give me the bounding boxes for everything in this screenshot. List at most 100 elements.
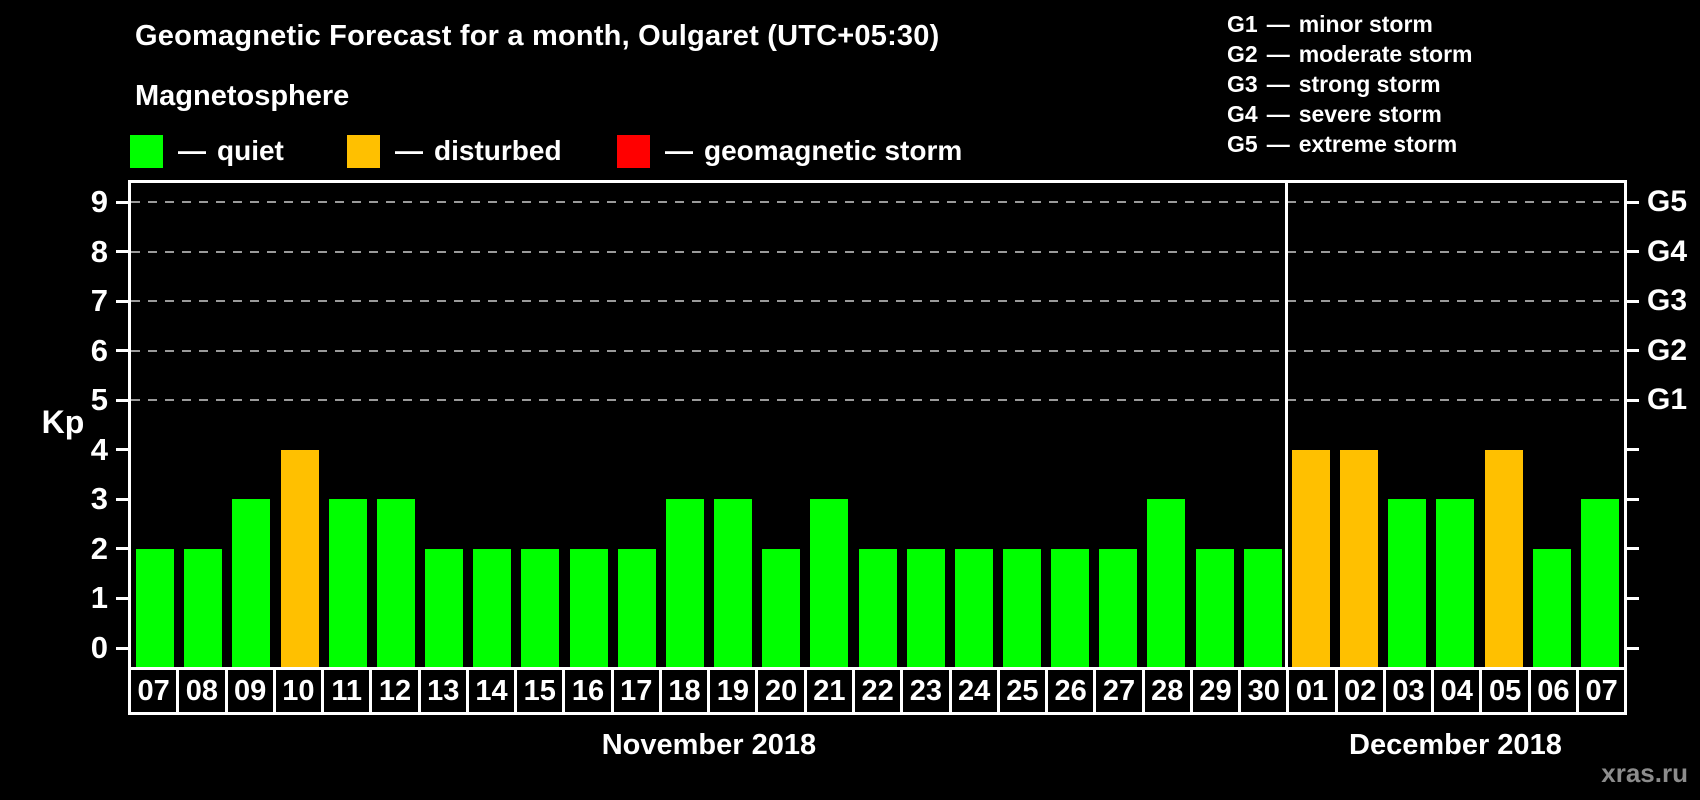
legend-dash: — [665, 135, 693, 166]
day-label-29: 29 [1189, 670, 1238, 712]
kp-bar-day-18 [665, 499, 704, 667]
storm-scale-line-g3: G3— strong storm [1227, 71, 1441, 97]
y-tick-label: 9 [90, 184, 108, 220]
day-label-13: 13 [417, 670, 466, 712]
legend-label-disturbed: disturbed [434, 135, 562, 166]
kp-bar-day-02 [1340, 449, 1379, 667]
day-label-24: 24 [948, 670, 997, 712]
y-tick-label: 2 [90, 530, 108, 566]
legend-label-storm: geomagnetic storm [704, 135, 963, 166]
day-label-23: 23 [900, 670, 948, 712]
y-tick-label: 7 [90, 283, 108, 319]
gridline-kp-7 [131, 300, 1624, 303]
kp-bar-day-14 [473, 548, 512, 667]
legend-label-quiet: quiet [217, 135, 284, 166]
g-axis-tick [1627, 497, 1639, 501]
kp-bar-day-01 [1291, 449, 1330, 667]
legend-title: Magnetosphere [135, 80, 350, 112]
kp-bar-day-19 [714, 499, 753, 667]
kp-bar-day-06 [1532, 548, 1571, 667]
y-tick-label: 8 [90, 233, 108, 269]
gridline-kp-9 [131, 201, 1624, 204]
g-axis-tick [1627, 596, 1639, 600]
kp-bar-day-21 [810, 499, 849, 667]
kp-bar-day-04 [1436, 499, 1475, 667]
day-label-18: 18 [658, 670, 707, 712]
kp-bar-day-23 [906, 548, 945, 667]
day-label-16: 16 [562, 670, 610, 712]
g-axis-tick [1627, 299, 1639, 303]
y-axis-tick [116, 646, 128, 650]
day-label-25: 25 [996, 670, 1045, 712]
kp-bar-day-03 [1388, 499, 1427, 667]
day-label-05: 05 [1479, 670, 1527, 712]
kp-bar-day-20 [762, 548, 801, 667]
y-axis-tick [116, 299, 128, 303]
day-label-20: 20 [755, 670, 803, 712]
day-label-19: 19 [707, 670, 755, 712]
day-label-22: 22 [851, 670, 900, 712]
y-tick-label: 6 [90, 332, 108, 368]
day-label-06: 06 [1527, 670, 1576, 712]
kp-bar-day-27 [1099, 548, 1138, 667]
day-label-26: 26 [1045, 670, 1093, 712]
y-tick-label: 1 [90, 580, 108, 616]
gridline-kp-6 [131, 349, 1624, 352]
legend-item-quiet: — quiet [130, 133, 284, 169]
kp-bar-day-26 [1051, 548, 1090, 667]
day-label-04: 04 [1431, 670, 1479, 712]
kp-bar-day-07 [1580, 499, 1619, 667]
watermark: xras.ru [1601, 758, 1688, 788]
day-label-15: 15 [514, 670, 562, 712]
kp-bar-day-30 [1243, 548, 1282, 667]
kp-bar-day-17 [617, 548, 656, 667]
kp-bar-day-11 [328, 499, 367, 667]
kp-bar-day-16 [569, 548, 608, 667]
kp-bar-day-05 [1484, 449, 1523, 667]
y-axis-tick [116, 349, 128, 353]
legend-item-disturbed: — disturbed [347, 133, 562, 169]
kp-bar-day-22 [858, 548, 897, 667]
y-tick-label: 4 [90, 431, 108, 467]
y-axis-tick [116, 398, 128, 402]
g-axis-tick [1627, 448, 1639, 452]
day-label-03: 03 [1382, 670, 1431, 712]
y-axis-tick [116, 497, 128, 501]
storm-scale-line-g4: G4— severe storm [1227, 101, 1442, 127]
y-tick-label: 0 [90, 630, 108, 665]
gridline-kp-5 [131, 399, 1624, 402]
day-label-28: 28 [1141, 670, 1190, 712]
kp-bar-day-07 [136, 548, 175, 667]
day-label-14: 14 [465, 670, 514, 712]
day-label-27: 27 [1093, 670, 1141, 712]
kp-bar-day-13 [425, 548, 464, 667]
legend-dash: — [178, 135, 206, 166]
g-axis-tick [1627, 200, 1639, 204]
storm-scale-line-g1: G1— minor storm [1227, 11, 1433, 37]
kp-bar-day-28 [1147, 499, 1186, 667]
kp-bar-day-24 [954, 548, 993, 667]
disturbed-swatch [347, 134, 380, 168]
month-label: November 2018 [601, 729, 817, 761]
g-axis-tick [1627, 349, 1639, 353]
g-scale-label-g4: G4 [1647, 234, 1688, 268]
kp-bar-day-25 [1002, 548, 1041, 667]
day-label-09: 09 [224, 670, 273, 712]
storm-scale-line-g2: G2— moderate storm [1227, 41, 1473, 67]
month-label: December 2018 [1349, 729, 1562, 761]
legend-item-storm: — geomagnetic storm [617, 133, 962, 169]
kp-bar-day-15 [521, 548, 560, 667]
day-label-12: 12 [369, 670, 417, 712]
kp-bar-day-10 [280, 449, 319, 667]
y-axis-tick [116, 596, 128, 600]
legend-dash: — [395, 135, 423, 166]
day-label-07: 07 [1575, 670, 1624, 712]
y-axis-tick [116, 200, 128, 204]
day-label-11: 11 [321, 670, 369, 712]
day-label-02: 02 [1334, 670, 1383, 712]
month-divider [1285, 183, 1289, 667]
quiet-swatch [130, 134, 163, 168]
day-label-17: 17 [610, 670, 659, 712]
g-scale-label-g3: G3 [1647, 284, 1688, 318]
